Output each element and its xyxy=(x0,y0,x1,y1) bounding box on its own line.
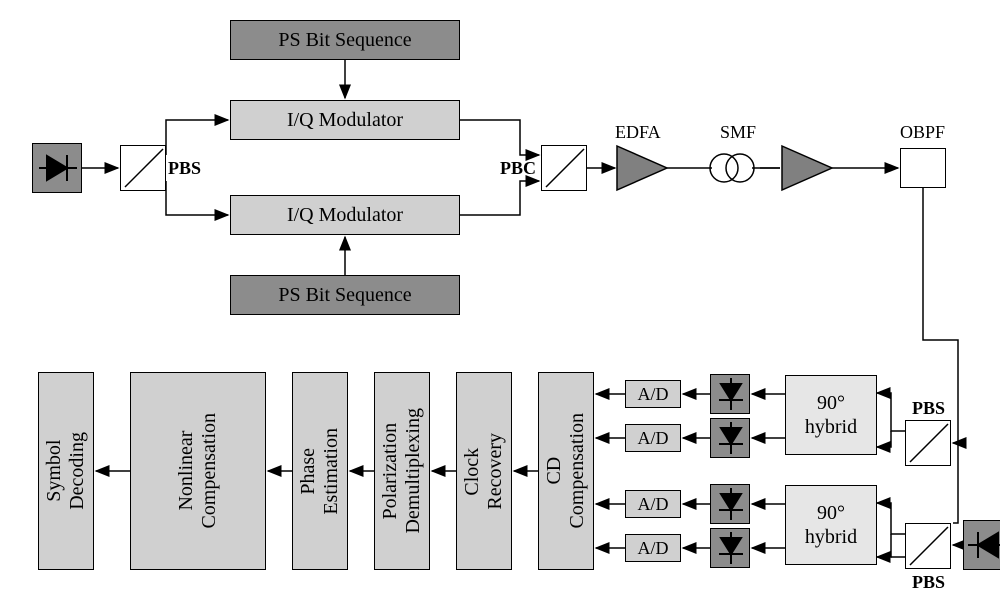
laser-diode-icon xyxy=(964,520,1000,570)
symbol-decoding: SymbolDecoding xyxy=(38,372,94,570)
photodiode-icon xyxy=(711,484,749,524)
iq-bot-label: I/Q Modulator xyxy=(287,204,403,227)
hybrid-2: 90°hybrid xyxy=(785,485,877,565)
hybrid1-label: 90°hybrid xyxy=(805,391,857,439)
ad3-label: A/D xyxy=(638,494,669,515)
ad1-label: A/D xyxy=(638,384,669,405)
photodiode-2 xyxy=(710,418,750,458)
photodiode-4 xyxy=(710,528,750,568)
pbs-tx xyxy=(120,145,166,191)
hybrid2-label: 90°hybrid xyxy=(805,501,857,549)
polarization-demultiplexing: PolarizationDemultiplexing xyxy=(374,372,430,570)
obpf-box xyxy=(900,148,946,188)
clock-label: ClockRecovery xyxy=(461,433,507,510)
phase-estimation: PhaseEstimation xyxy=(292,372,348,570)
ps-top-label: PS Bit Sequence xyxy=(278,29,411,52)
pbs-rx1-label: PBS xyxy=(912,398,945,419)
photodiode-3 xyxy=(710,484,750,524)
nonlinear-compensation: NonlinearCompensation xyxy=(130,372,266,570)
pbc-icon xyxy=(542,145,586,191)
pbs-tx-label: PBS xyxy=(168,158,201,179)
pbs-rx-2 xyxy=(905,523,951,569)
edfa-amp-1-icon xyxy=(617,146,667,190)
pbs-rx2-label: PBS xyxy=(912,572,945,593)
photodiode-icon xyxy=(711,374,749,414)
clock-recovery: ClockRecovery xyxy=(456,372,512,570)
ad2-label: A/D xyxy=(638,428,669,449)
pbc-label: PBC xyxy=(500,158,536,179)
ad-1: A/D xyxy=(625,380,681,408)
cd-label: CDCompensation xyxy=(543,413,589,529)
pol-label: PolarizationDemultiplexing xyxy=(379,408,425,534)
phase-label: PhaseEstimation xyxy=(297,428,343,515)
photodiode-1 xyxy=(710,374,750,414)
nonlin-label: NonlinearCompensation xyxy=(175,413,221,529)
pbs-icon xyxy=(906,523,950,569)
symdec-label: SymbolDecoding xyxy=(43,432,89,510)
cd-compensation: CDCompensation xyxy=(538,372,594,570)
ps-bit-sequence-bottom: PS Bit Sequence xyxy=(230,275,460,315)
ps-bit-sequence-top: PS Bit Sequence xyxy=(230,20,460,60)
hybrid-1: 90°hybrid xyxy=(785,375,877,455)
ps-bot-label: PS Bit Sequence xyxy=(278,284,411,307)
iq-modulator-top: I/Q Modulator xyxy=(230,100,460,140)
pbs-icon xyxy=(906,420,950,466)
smf-label: SMF xyxy=(720,122,756,143)
ad4-label: A/D xyxy=(638,538,669,559)
edfa-amp-2-icon xyxy=(782,146,832,190)
iq-modulator-bottom: I/Q Modulator xyxy=(230,195,460,235)
pbc xyxy=(541,145,587,191)
iq-top-label: I/Q Modulator xyxy=(287,109,403,132)
pbs-icon xyxy=(121,145,165,191)
pbs-rx-1 xyxy=(905,420,951,466)
photodiode-icon xyxy=(711,418,749,458)
laser-rx xyxy=(963,520,1000,570)
obpf-label: OBPF xyxy=(900,122,945,143)
ad-4: A/D xyxy=(625,534,681,562)
edfa-label: EDFA xyxy=(615,122,661,143)
ad-2: A/D xyxy=(625,424,681,452)
photodiode-icon xyxy=(711,528,749,568)
ad-3: A/D xyxy=(625,490,681,518)
laser-diode-icon xyxy=(33,143,81,193)
smf-coil-icon xyxy=(696,154,780,182)
laser-tx xyxy=(32,143,82,193)
